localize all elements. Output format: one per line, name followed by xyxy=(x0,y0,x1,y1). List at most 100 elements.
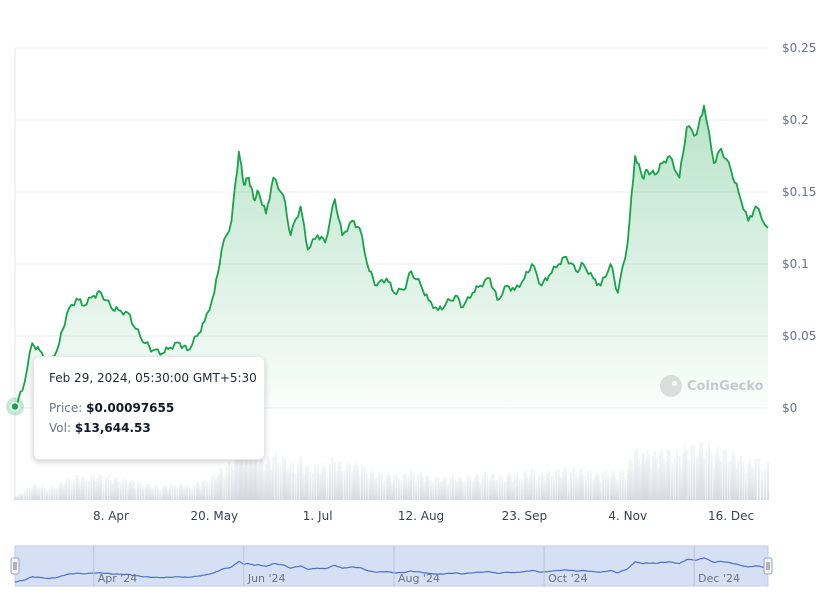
volume-bar xyxy=(678,455,681,500)
volume-bar xyxy=(434,477,437,500)
volume-bar xyxy=(666,448,669,500)
volume-bar xyxy=(452,475,455,500)
volume-bar xyxy=(637,458,640,500)
volume-bar xyxy=(265,464,267,500)
volume-bar xyxy=(508,472,511,500)
volume-bar xyxy=(322,463,325,500)
volume-bar xyxy=(94,481,97,500)
volume-bar xyxy=(594,475,597,500)
volume-bar xyxy=(565,469,568,500)
volume-bar xyxy=(70,483,73,500)
volume-bar xyxy=(516,472,518,500)
volume-bar xyxy=(50,486,53,500)
volume-bar xyxy=(538,475,541,500)
volume-bar xyxy=(754,458,757,500)
volume-bar xyxy=(14,495,16,500)
navigator-right-handle[interactable] xyxy=(763,557,773,575)
volume-bar xyxy=(616,478,619,500)
x-tick-label: 20. May xyxy=(190,509,238,523)
volume-bar xyxy=(375,477,378,500)
volume-bar xyxy=(237,458,240,500)
volume-bar xyxy=(296,463,299,500)
volume-bar xyxy=(199,486,202,500)
volume-bar xyxy=(205,481,208,500)
volume-bar xyxy=(320,469,323,500)
volume-bar xyxy=(301,464,304,500)
volume-bar xyxy=(184,486,187,500)
volume-bar xyxy=(718,455,721,500)
volume-bar xyxy=(525,470,528,500)
volume-bar xyxy=(213,474,216,500)
volume-bar xyxy=(611,470,614,500)
volume-bar xyxy=(682,452,685,500)
volume-bar xyxy=(494,479,497,500)
volume-bar xyxy=(239,460,242,500)
volume-bar xyxy=(707,442,710,500)
volume-bar xyxy=(188,485,191,500)
volume-bar xyxy=(299,456,302,500)
volume-bar xyxy=(471,481,474,500)
volume-bar xyxy=(242,467,245,500)
volume-bar xyxy=(60,481,63,500)
volume-bar xyxy=(215,478,218,500)
volume-bar xyxy=(421,476,424,500)
volume-bar xyxy=(122,478,125,500)
volume-bar xyxy=(607,474,610,500)
volume-bar xyxy=(389,474,392,500)
volume-bar xyxy=(454,477,457,500)
volume-bar xyxy=(378,471,381,500)
volume-bar xyxy=(703,457,706,500)
volume-bar xyxy=(96,478,99,500)
volume-bar xyxy=(351,471,354,500)
volume-bar xyxy=(655,457,658,500)
volume-bar xyxy=(115,476,118,500)
volume-bar xyxy=(358,475,361,500)
volume-bar xyxy=(169,485,172,500)
volume-bar xyxy=(528,474,531,500)
volume-bar xyxy=(760,470,763,500)
volume-bar xyxy=(58,483,61,500)
volume-bar xyxy=(161,487,164,500)
volume-bar xyxy=(100,475,103,500)
volume-bar xyxy=(105,477,108,500)
x-tick-label: 23. Sep xyxy=(502,509,548,523)
volume-bar xyxy=(727,461,730,500)
navigator-tick-label: Oct '24 xyxy=(548,572,588,585)
volume-bar xyxy=(261,459,264,500)
volume-bar xyxy=(533,470,536,500)
volume-bar xyxy=(279,466,282,500)
volume-bar xyxy=(255,455,258,500)
volume-bar xyxy=(509,476,512,500)
volume-bar xyxy=(739,455,742,500)
volume-bar xyxy=(53,487,56,500)
volume-bar xyxy=(725,448,728,500)
volume-bar xyxy=(406,478,409,500)
volume-bar xyxy=(244,460,247,500)
volume-bar xyxy=(685,450,688,500)
volume-bar xyxy=(664,461,667,500)
volume-bar xyxy=(240,449,243,500)
volume-bar xyxy=(651,455,654,500)
navigator-left-handle[interactable] xyxy=(10,557,20,575)
volume-bar xyxy=(751,466,754,500)
y-tick-label: $0.1 xyxy=(782,257,809,271)
volume-bar xyxy=(461,481,464,500)
volume-bar xyxy=(191,488,194,500)
volume-bar xyxy=(193,484,196,500)
volume-bar xyxy=(132,481,135,500)
volume-bar xyxy=(102,483,105,500)
volume-bar xyxy=(41,485,44,500)
volume-bar xyxy=(737,460,740,500)
volume-bar xyxy=(253,457,256,500)
volume-bar xyxy=(429,480,432,500)
volume-bar xyxy=(423,482,426,500)
volume-bar xyxy=(365,473,368,500)
volume-bar xyxy=(180,484,183,500)
volume-bar xyxy=(73,478,76,500)
volume-bar xyxy=(643,463,646,500)
volume-bar xyxy=(380,472,383,500)
volume-bar xyxy=(609,477,612,500)
volume-bar xyxy=(506,475,509,500)
volume-bar xyxy=(324,466,327,500)
volume-bar xyxy=(523,471,526,500)
